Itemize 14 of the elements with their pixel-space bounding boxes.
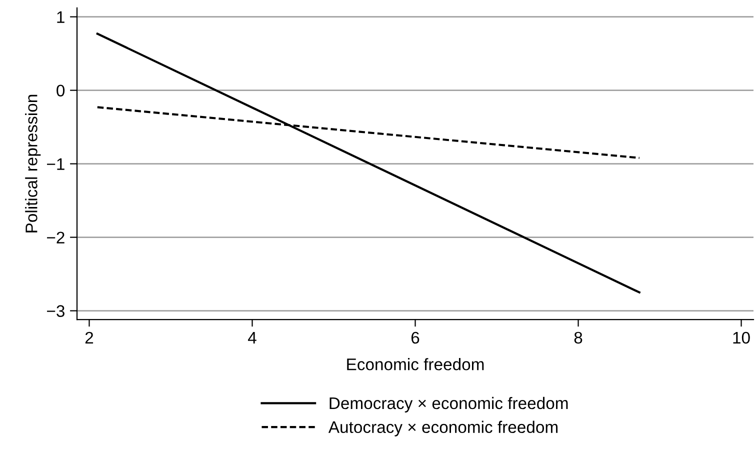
- legend-label: Democracy × economic freedom: [330, 396, 568, 412]
- x-axis-title: Economic freedom: [347, 358, 484, 370]
- x-tick-label: 6: [411, 332, 420, 344]
- y-tick-label: −1: [47, 158, 64, 170]
- y-tick-label: 0: [56, 84, 65, 97]
- x-tick-label: 2: [85, 332, 94, 344]
- y-tick-label: 1: [57, 11, 64, 23]
- y-tick-label: −3: [47, 305, 64, 317]
- y-axis-title: Political repression: [25, 94, 41, 232]
- legend-label: Autocracy × economic freedom: [328, 420, 558, 436]
- x-tick-label: 4: [248, 332, 256, 344]
- x-tick-label: 10: [733, 332, 750, 344]
- x-tick-label: 8: [574, 332, 582, 344]
- y-tick-label: −2: [47, 232, 64, 244]
